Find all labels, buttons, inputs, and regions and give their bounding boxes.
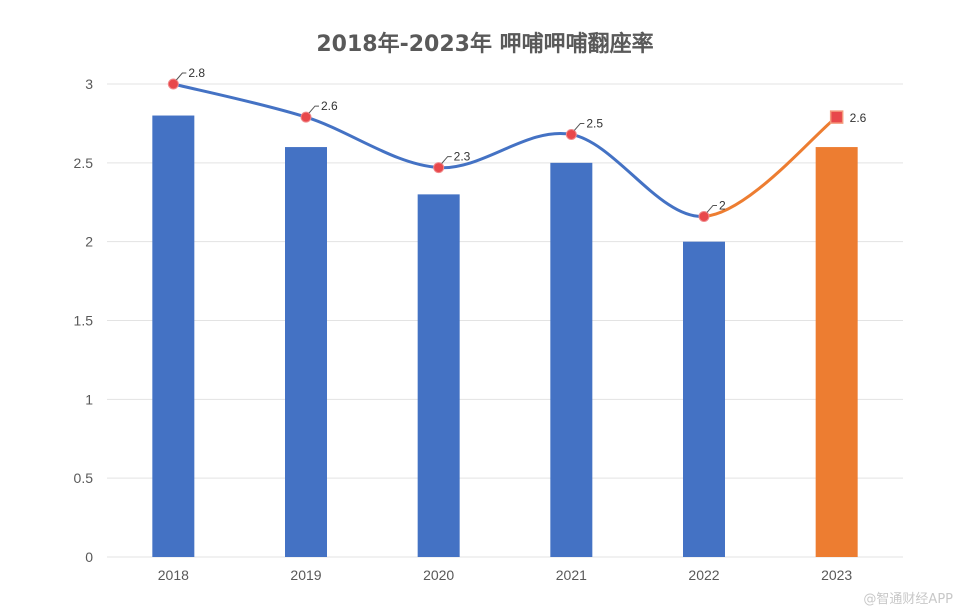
grid-lines (107, 83, 903, 558)
trend-line-forecast (702, 115, 839, 218)
x-tick-label: 2018 (158, 567, 189, 583)
data-label-2018: 2.8 (188, 66, 205, 80)
data-label-2020: 2.3 (454, 150, 471, 164)
y-tick-label: 1 (85, 391, 93, 407)
marker-2023 (829, 110, 844, 124)
bar-2019 (285, 147, 327, 558)
x-tick-label: 2019 (290, 567, 321, 583)
x-tick-label: 2020 (423, 567, 454, 583)
data-label-2023: 2.6 (850, 111, 867, 125)
marker-2022 (698, 210, 710, 222)
bar-2021 (550, 162, 593, 558)
data-labels: 2.8 2.6 2.3 2.5 2 2.6 (175, 66, 867, 213)
x-tick-label: 2021 (556, 567, 587, 583)
trend-markers (167, 78, 844, 222)
marker-2018 (167, 78, 179, 90)
watermark-text: @智通财经APP (863, 592, 953, 607)
data-label-2021: 2.5 (586, 116, 603, 130)
data-label-2019: 2.6 (321, 99, 338, 113)
y-axis: 0 0.5 1 1.5 2 2.5 3 (74, 76, 94, 565)
marker-2020 (433, 162, 445, 174)
bar-2022 (683, 241, 725, 557)
y-tick-label: 1.5 (74, 313, 94, 329)
trend-line (171, 82, 839, 218)
y-tick-label: 2.5 (74, 155, 94, 171)
y-tick-label: 3 (85, 76, 93, 92)
leader-line-2022 (706, 204, 717, 213)
chart-title: 2018年-2023年 呷哺呷哺翻座率 (316, 31, 653, 57)
x-tick-label: 2022 (688, 567, 719, 583)
marker-2019 (300, 111, 312, 123)
leader-line-2018 (175, 72, 187, 81)
marker-2021 (565, 128, 577, 140)
y-tick-label: 0 (85, 549, 93, 565)
leader-line-2019 (308, 105, 319, 114)
y-tick-label: 2 (85, 234, 93, 250)
x-tick-label: 2023 (821, 567, 852, 583)
bars (152, 115, 858, 558)
data-label-2022: 2 (719, 198, 726, 212)
bar-2020 (417, 194, 460, 557)
leader-line-2020 (441, 156, 452, 164)
y-tick-label: 0.5 (74, 470, 94, 486)
bar-2023 (815, 147, 858, 558)
bar-2018 (152, 115, 195, 558)
leader-line-2021 (573, 122, 585, 131)
x-axis: 2018 2019 2020 2021 2022 2023 (158, 567, 853, 583)
